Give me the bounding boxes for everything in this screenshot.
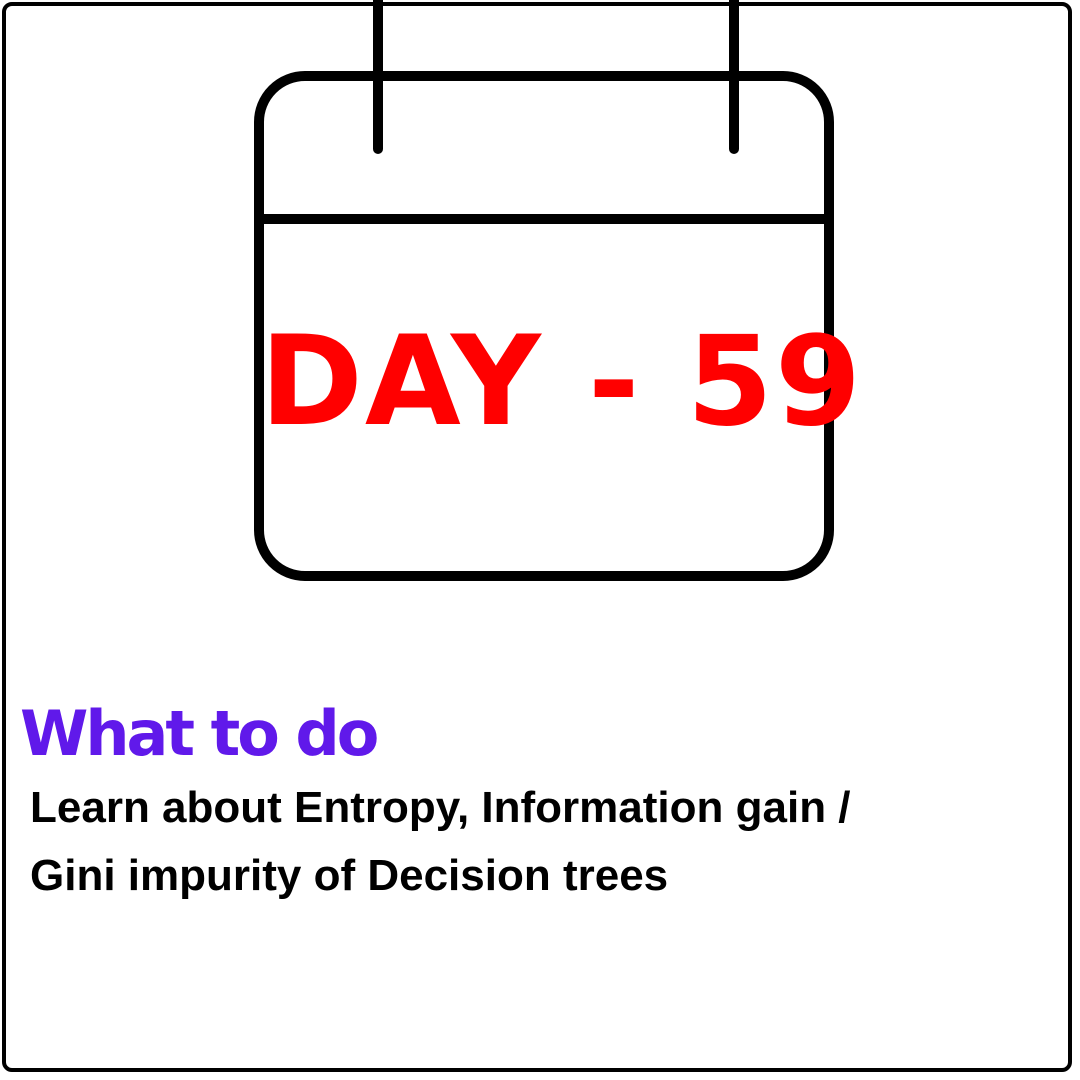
task-description-line: Learn about Entropy, Information gain / — [30, 783, 851, 832]
task-description-line: Gini impurity of Decision trees — [30, 851, 669, 900]
calendar-icon — [254, 0, 834, 581]
calendar-body — [254, 71, 834, 581]
day-title: DAY - 59 — [260, 310, 864, 454]
section-heading: What to do — [20, 697, 379, 770]
